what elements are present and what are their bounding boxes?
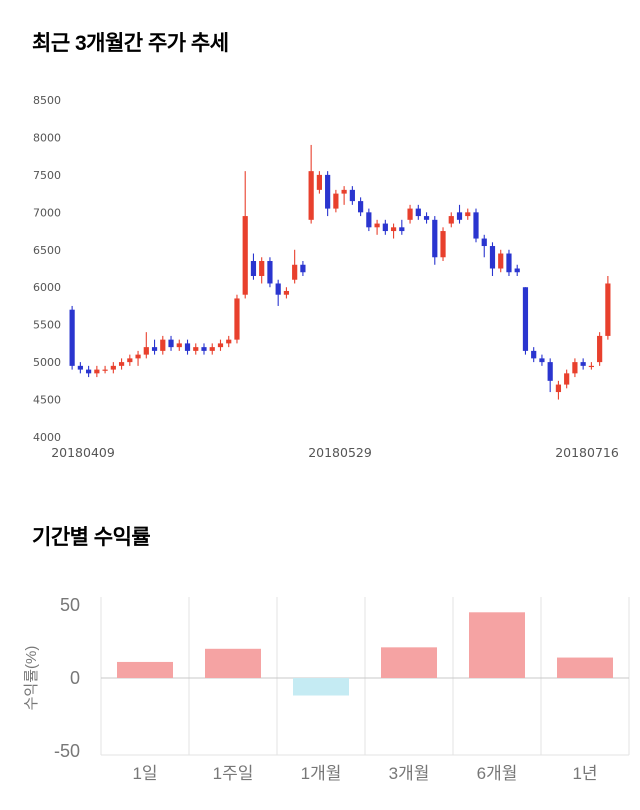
candle bbox=[448, 212, 454, 228]
candle bbox=[242, 171, 248, 299]
candle bbox=[597, 332, 603, 366]
candle bbox=[390, 223, 397, 239]
candle bbox=[506, 249, 512, 276]
candle bbox=[292, 249, 298, 284]
price-ytick-label: 4500 bbox=[33, 394, 61, 407]
candle bbox=[193, 343, 199, 355]
price-ytick-label: 5000 bbox=[33, 356, 61, 369]
return-bar bbox=[293, 678, 349, 696]
returns-ylabel: 수익률(%) bbox=[23, 646, 40, 711]
candle bbox=[341, 186, 347, 205]
candle bbox=[201, 343, 207, 355]
returns-category-label: 1일 bbox=[132, 764, 157, 783]
returns-ytick-label: 0 bbox=[70, 668, 80, 688]
candle bbox=[473, 208, 479, 243]
returns-chart-title: 기간별 수익률 bbox=[32, 526, 151, 549]
candle bbox=[366, 208, 372, 232]
return-bar bbox=[205, 648, 261, 678]
candle bbox=[572, 358, 578, 378]
candle bbox=[465, 208, 471, 220]
candle bbox=[432, 216, 438, 265]
price-ytick-label: 7000 bbox=[33, 206, 61, 219]
candle bbox=[168, 335, 174, 351]
candle bbox=[250, 253, 257, 280]
price-chart-title: 최근 3개월간 주가 추세 bbox=[32, 32, 229, 55]
candle bbox=[489, 242, 496, 276]
candle bbox=[580, 358, 586, 370]
candle bbox=[399, 219, 405, 235]
candle bbox=[522, 287, 529, 355]
returns-bar-chart: 50 0 -50 1일 1주일 1개월 3개월 6개월 1년 수익률(%) bbox=[23, 595, 630, 783]
price-xtick-label: 20180529 bbox=[308, 445, 372, 460]
candle bbox=[498, 249, 504, 273]
candle bbox=[135, 350, 141, 366]
returns-category-label: 6개월 bbox=[477, 764, 518, 783]
candle bbox=[407, 204, 413, 224]
candle bbox=[423, 212, 430, 224]
price-xtick-label: 20180716 bbox=[555, 445, 619, 460]
candle bbox=[151, 339, 158, 355]
return-bar bbox=[381, 647, 437, 678]
candle bbox=[226, 335, 232, 348]
candle bbox=[547, 358, 553, 393]
candle bbox=[176, 339, 182, 351]
candle bbox=[539, 354, 545, 366]
candle bbox=[605, 275, 611, 340]
candle bbox=[275, 279, 281, 306]
candle bbox=[86, 365, 92, 378]
candle bbox=[77, 362, 83, 374]
candlestick-chart: 8500 8000 7500 7000 6500 6000 5500 5000 4500 4000… bbox=[33, 94, 619, 460]
returns-category-label: 1주일 bbox=[213, 764, 254, 783]
candle bbox=[110, 362, 116, 374]
candle bbox=[300, 261, 306, 276]
candle bbox=[564, 369, 570, 389]
returns-category-label: 1개월 bbox=[301, 764, 342, 783]
returns-ytick-label: -50 bbox=[54, 741, 80, 761]
price-ytick-label: 4000 bbox=[33, 431, 61, 444]
candle bbox=[358, 197, 364, 217]
candle bbox=[217, 339, 224, 351]
candle bbox=[481, 234, 487, 258]
candle bbox=[531, 347, 537, 363]
price-ytick-label: 6000 bbox=[33, 281, 61, 294]
price-ytick-label: 5500 bbox=[33, 319, 61, 332]
candle bbox=[325, 171, 331, 217]
candle bbox=[316, 171, 322, 194]
return-bar bbox=[117, 661, 173, 678]
candle bbox=[588, 362, 594, 370]
candle bbox=[143, 332, 149, 359]
candle bbox=[382, 219, 388, 235]
candle bbox=[102, 365, 108, 374]
candle bbox=[555, 380, 562, 400]
candle bbox=[209, 343, 215, 355]
candle bbox=[94, 365, 100, 378]
candle bbox=[69, 305, 75, 370]
candle bbox=[118, 358, 125, 370]
candle bbox=[259, 257, 265, 284]
candle bbox=[267, 257, 273, 288]
candle bbox=[160, 335, 166, 355]
price-ytick-label: 7500 bbox=[33, 169, 61, 182]
candle bbox=[283, 287, 290, 299]
returns-ytick-label: 50 bbox=[60, 595, 80, 615]
price-xtick-label: 20180409 bbox=[51, 445, 115, 460]
candle bbox=[349, 186, 355, 205]
price-ytick-label: 8500 bbox=[33, 94, 61, 107]
candle bbox=[374, 219, 380, 235]
return-bar bbox=[469, 612, 525, 678]
candle bbox=[308, 144, 314, 224]
candle bbox=[440, 227, 446, 262]
candle bbox=[415, 204, 421, 220]
price-ytick-label: 6500 bbox=[33, 244, 61, 257]
candle bbox=[127, 354, 133, 366]
price-ytick-label: 8000 bbox=[33, 131, 61, 144]
return-bar bbox=[557, 657, 613, 678]
returns-category-label: 3개월 bbox=[389, 764, 430, 783]
candle bbox=[514, 264, 520, 276]
candle bbox=[456, 204, 463, 224]
returns-category-label: 1년 bbox=[572, 764, 597, 783]
candle bbox=[234, 294, 240, 344]
candle bbox=[184, 339, 191, 355]
candle bbox=[333, 189, 339, 213]
